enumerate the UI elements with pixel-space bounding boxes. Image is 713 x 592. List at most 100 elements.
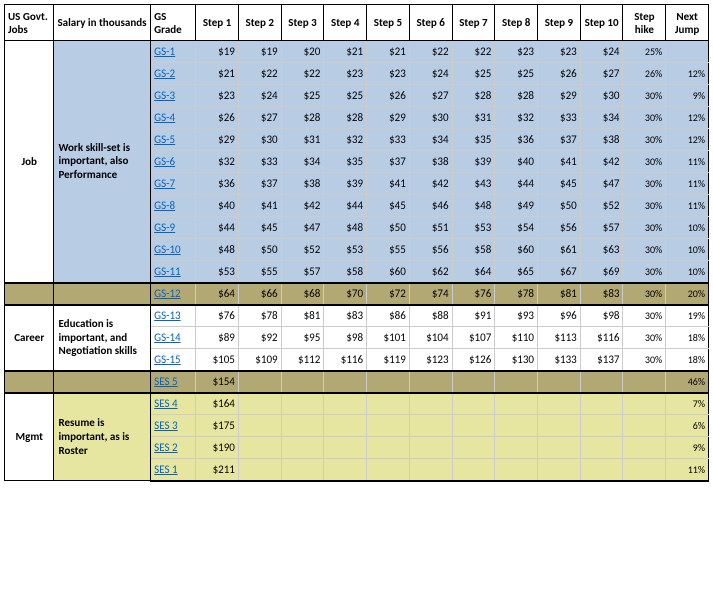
jump-cell: 10% [666, 261, 709, 283]
salary-cell: $33 [238, 151, 281, 173]
hike-cell: 30% [623, 327, 666, 349]
salary-cell: $60 [367, 261, 410, 283]
salary-cell: $28 [452, 85, 495, 107]
salary-cell [580, 459, 623, 481]
jump-cell [666, 41, 709, 63]
salary-cell [324, 415, 367, 437]
salary-cell: $133 [538, 349, 581, 371]
jump-cell: 11% [666, 173, 709, 195]
salary-cell: $25 [324, 85, 367, 107]
salary-cell [538, 415, 581, 437]
grade-link[interactable]: GS-8 [151, 195, 196, 217]
salary-cell: $42 [580, 151, 623, 173]
grade-link[interactable]: SES 5 [151, 371, 196, 393]
salary-cell [281, 459, 324, 481]
header-grade: GS Grade [151, 5, 196, 41]
grade-link[interactable]: GS-5 [151, 129, 196, 151]
grade-link[interactable]: GS-6 [151, 151, 196, 173]
hike-cell: 25% [623, 41, 666, 63]
grade-link[interactable]: GS-14 [151, 327, 196, 349]
salary-cell [238, 393, 281, 415]
salary-cell: $29 [196, 129, 239, 151]
grade-link[interactable]: GS-2 [151, 63, 196, 85]
header-step-1: Step 1 [196, 5, 239, 41]
salary-cell: $63 [580, 239, 623, 261]
grade-link[interactable]: GS-7 [151, 173, 196, 195]
salary-cell: $64 [452, 261, 495, 283]
salary-cell: $110 [495, 327, 538, 349]
hike-cell: 30% [623, 151, 666, 173]
salary-cell: $61 [538, 239, 581, 261]
salary-cell: $81 [281, 305, 324, 327]
salary-cell: $65 [495, 261, 538, 283]
grade-link[interactable]: GS-1 [151, 41, 196, 63]
grade-link[interactable]: GS-3 [151, 85, 196, 107]
salary-cell: $76 [452, 283, 495, 305]
salary-cell [580, 415, 623, 437]
salary-cell: $119 [367, 349, 410, 371]
grade-link[interactable]: GS-4 [151, 107, 196, 129]
grade-link[interactable]: SES 3 [151, 415, 196, 437]
salary-cell: $104 [409, 327, 452, 349]
table-header: US Govt. Jobs Salary in thousands GS Gra… [5, 5, 709, 41]
salary-cell [452, 371, 495, 393]
salary-cell [238, 415, 281, 437]
hike-cell: 30% [623, 261, 666, 283]
grade-link[interactable]: GS-11 [151, 261, 196, 283]
salary-cell: $96 [538, 305, 581, 327]
salary-cell [452, 393, 495, 415]
hike-cell: 30% [623, 173, 666, 195]
salary-cell: $35 [452, 129, 495, 151]
header-step-4: Step 4 [324, 5, 367, 41]
salary-cell: $40 [196, 195, 239, 217]
salary-cell [238, 371, 281, 393]
hike-cell [623, 415, 666, 437]
grade-link[interactable]: GS-10 [151, 239, 196, 261]
salary-cell [409, 459, 452, 481]
salary-cell: $39 [452, 151, 495, 173]
category-cell: Job [5, 41, 54, 283]
grade-link[interactable]: SES 1 [151, 459, 196, 481]
grade-link[interactable]: GS-15 [151, 349, 196, 371]
salary-cell: $27 [238, 107, 281, 129]
salary-cell: $53 [324, 239, 367, 261]
salary-cell: $21 [324, 41, 367, 63]
salary-cell: $53 [196, 261, 239, 283]
salary-cell: $42 [409, 173, 452, 195]
salary-cell: $23 [495, 41, 538, 63]
desc-cell: Work skill-set is important, also Perfor… [54, 41, 151, 283]
salary-cell [281, 437, 324, 459]
salary-cell [324, 371, 367, 393]
category-cell: Mgmt [5, 393, 54, 481]
salary-cell: $211 [196, 459, 239, 481]
salary-cell: $116 [580, 327, 623, 349]
salary-cell: $35 [324, 151, 367, 173]
grade-link[interactable]: SES 2 [151, 437, 196, 459]
hike-cell: 30% [623, 349, 666, 371]
table-row: SES 5$15446% [5, 371, 709, 393]
salary-cell: $42 [281, 195, 324, 217]
jump-cell: 9% [666, 437, 709, 459]
salary-cell [281, 415, 324, 437]
salary-cell: $91 [452, 305, 495, 327]
salary-cell: $92 [238, 327, 281, 349]
grade-link[interactable]: GS-13 [151, 305, 196, 327]
hike-cell: 30% [623, 217, 666, 239]
jump-cell: 11% [666, 459, 709, 481]
salary-cell: $67 [538, 261, 581, 283]
salary-cell [238, 437, 281, 459]
salary-cell [495, 415, 538, 437]
category-cell: Career [5, 305, 54, 371]
category-cell [5, 283, 54, 305]
salary-cell: $60 [495, 239, 538, 261]
hike-cell: 30% [623, 129, 666, 151]
salary-cell: $57 [281, 261, 324, 283]
grade-link[interactable]: GS-12 [151, 283, 196, 305]
grade-link[interactable]: SES 4 [151, 393, 196, 415]
grade-link[interactable]: GS-9 [151, 217, 196, 239]
hike-cell: 26% [623, 63, 666, 85]
salary-cell: $22 [238, 63, 281, 85]
salary-cell [367, 437, 410, 459]
salary-cell: $48 [452, 195, 495, 217]
salary-cell [495, 371, 538, 393]
